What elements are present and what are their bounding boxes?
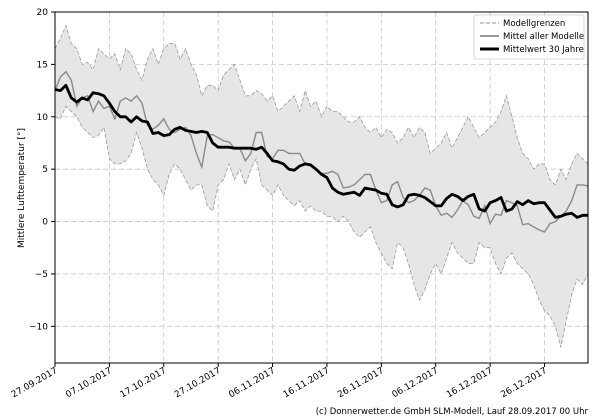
y-axis-label: Mittlere Lufttemperatur [°]: [17, 128, 27, 248]
legend-entry-mittelwert-30-jahre: Mittelwert 30 Jahre: [503, 45, 584, 55]
y-tick-label-4: 10: [37, 113, 49, 123]
x-tick-label-8: 16.12.2017: [445, 366, 495, 400]
footer-credit: (c) Donnerwetter.de GmbH SLM-Modell, Lau…: [315, 407, 588, 417]
x-tick-label-7: 06.12.2017: [391, 366, 441, 400]
legend: Modellgrenzen Mittel aller Modelle Mitte…: [473, 14, 585, 60]
data-layer: [55, 24, 588, 348]
model-lower-bound-line: [55, 105, 588, 348]
y-tick-label-1: −5: [35, 270, 48, 280]
x-tick-label-0: 27.09.2017: [10, 366, 60, 400]
y-tick-label-6: 20: [37, 8, 49, 18]
legend-entry-mittel-aller-modelle: Mittel aller Modelle: [503, 32, 584, 42]
climate-mean-line: [55, 83, 588, 219]
x-tick-label-3: 27.10.2017: [173, 366, 223, 400]
legend-box: [473, 14, 585, 60]
y-tick-label-5: 15: [37, 60, 48, 70]
legend-entry-modellgrenzen: Modellgrenzen: [503, 19, 565, 29]
y-tick-label-2: 0: [42, 218, 48, 228]
x-tick-label-9: 26.12.2017: [499, 366, 549, 400]
plot-frame: [54, 11, 589, 364]
x-tick-label-2: 17.10.2017: [119, 366, 169, 400]
model-upper-bound-line: [55, 24, 588, 186]
x-tick-label-6: 26.11.2017: [336, 366, 386, 400]
model-envelope-area: [55, 25, 588, 348]
y-tick-label-0: −10: [29, 322, 48, 332]
y-tick-label-3: 5: [42, 165, 48, 175]
x-tick-label-1: 07.10.2017: [64, 366, 114, 400]
x-tick-label-4: 06.11.2017: [227, 366, 277, 400]
x-tick-label-5: 16.11.2017: [282, 366, 332, 400]
